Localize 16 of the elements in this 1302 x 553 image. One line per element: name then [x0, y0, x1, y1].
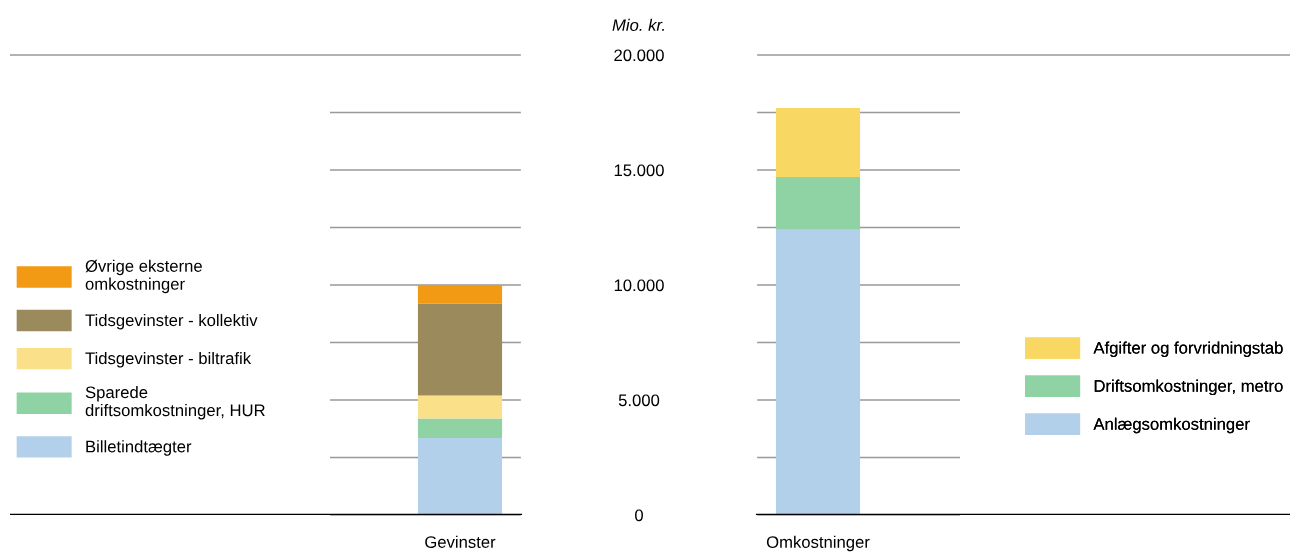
y-axis-title: Mio. kr. — [612, 18, 664, 32]
legend-label: Tidsgevinster - kollektiv — [85, 313, 258, 330]
x-tick-label: Omkostninger — [766, 535, 870, 552]
y-tick-label: 5.000 — [618, 394, 660, 407]
legend-label: Tidsgevinster - biltrafik — [85, 351, 252, 368]
legend-label: Afgifter og forvridningstab — [1093, 341, 1283, 358]
y-tick-label: 10.000 — [614, 279, 664, 292]
legend-label: Anlægsomkostninger — [1093, 417, 1250, 434]
y-tick-label: 20.000 — [614, 49, 664, 62]
x-tick-label: Gevinster — [425, 535, 496, 548]
legend-label: Sparede driftsomkostninger, HUR — [85, 385, 265, 420]
y-tick-label: 0 — [635, 509, 643, 522]
legend-label: Øvrige eksterne omkostninger — [85, 259, 202, 294]
legend-label: Billetindtægter — [86, 440, 192, 456]
legend-label: Driftsomkostninger, metro — [1094, 379, 1283, 396]
y-tick-label: 15.000 — [614, 164, 664, 177]
